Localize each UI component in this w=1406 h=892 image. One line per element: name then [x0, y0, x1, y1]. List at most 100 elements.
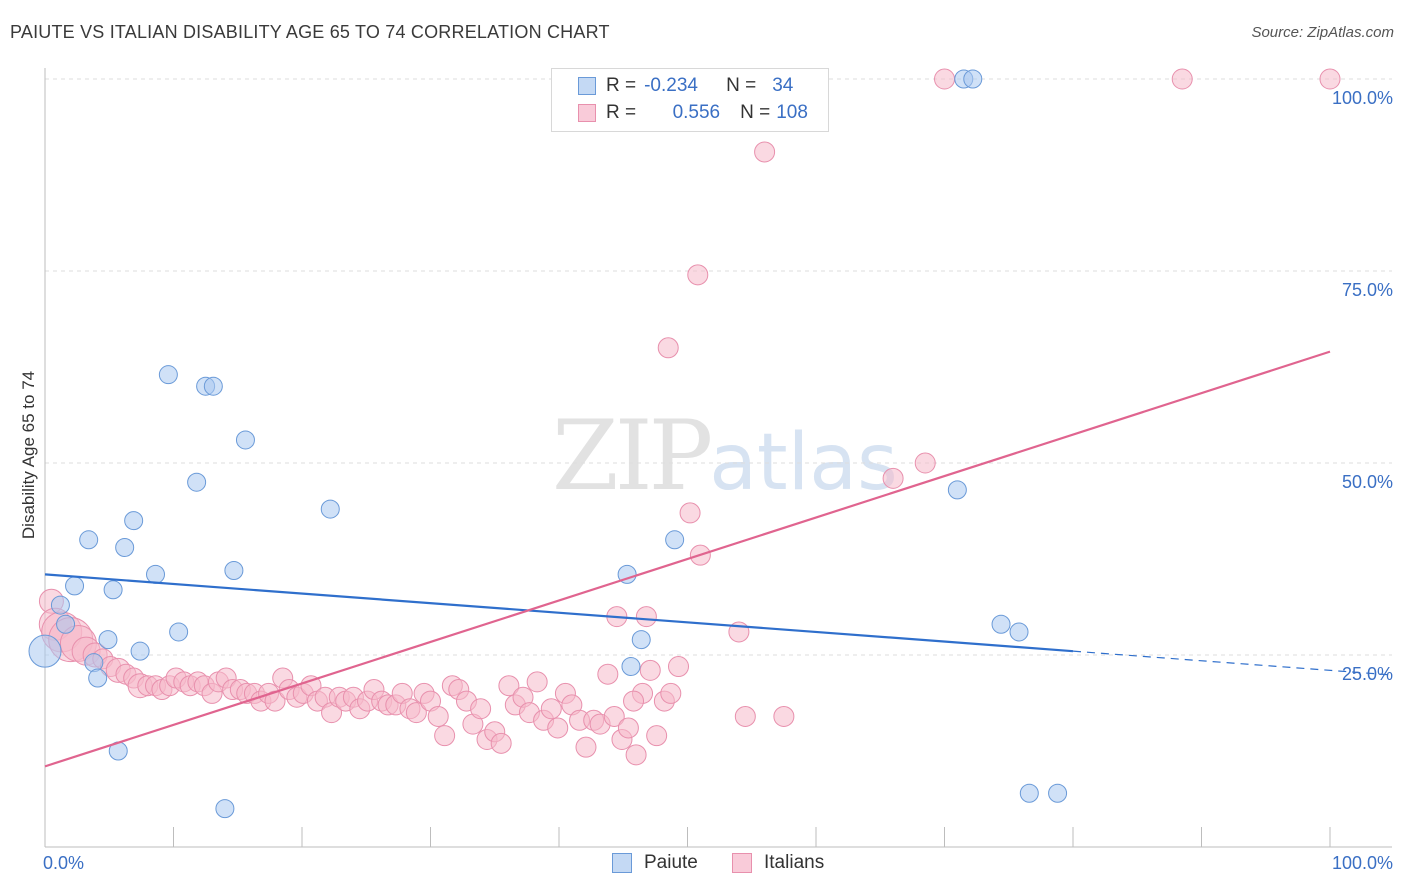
tick-labels: 25.0% 50.0% 75.0% 100.0% 0.0% 100.0%	[43, 88, 1393, 873]
italians-point-89	[679, 502, 701, 524]
italians-point-75	[575, 736, 597, 758]
axes	[44, 68, 1392, 848]
italians-point-100	[1171, 68, 1193, 90]
paiute-point-33	[1048, 783, 1068, 803]
italians-point-54	[427, 705, 449, 727]
italians-point-93	[734, 705, 756, 727]
italians-point-96	[773, 705, 795, 727]
x-tick-label-0: 0.0%	[43, 853, 84, 873]
legend-row-paiute: R = -0.234 N = 34	[578, 73, 793, 99]
italians-point-60	[470, 698, 492, 720]
paiute-point-20	[224, 561, 244, 581]
paiute-point-31	[1009, 622, 1029, 642]
legend-row-italians: R = 0.556 N = 108	[578, 100, 808, 126]
legend-r-label-2: R =	[606, 102, 637, 123]
paiute-point-24	[621, 657, 641, 677]
paiute-point-30	[991, 614, 1011, 634]
italians-point-70	[540, 698, 562, 720]
trend-lines	[44, 350, 1393, 768]
grid-lines	[45, 78, 1392, 656]
watermark-zip: ZIP	[552, 400, 713, 512]
paiute-point-28	[963, 69, 983, 89]
paiute-point-21	[235, 430, 255, 450]
paiute-trend-line	[44, 573, 1074, 653]
italians-point-98	[914, 452, 936, 474]
italians-points	[38, 68, 1341, 766]
bottom-paiute-label: Paiute	[644, 852, 698, 873]
legend-n-label-2: N =	[740, 102, 771, 123]
italians-point-103	[635, 606, 657, 628]
paiute-point-4	[79, 530, 99, 550]
paiute-point-32	[1019, 783, 1039, 803]
zipatlas-watermark: ZIPatlas	[552, 400, 898, 512]
paiute-point-1	[50, 595, 70, 615]
italians-point-68	[526, 671, 548, 693]
paiute-point-0	[28, 634, 62, 668]
paiute-point-8	[103, 580, 123, 600]
source-credit: Source: ZipAtlas.com	[1251, 24, 1394, 41]
bottom-italians-label: Italians	[764, 852, 825, 873]
italians-r-value: 0.556	[672, 102, 721, 123]
x-tick-label-100: 100.0%	[1332, 853, 1393, 873]
paiute-points	[28, 69, 1068, 819]
paiute-n-value: 34	[772, 75, 794, 96]
paiute-trend-extension	[1072, 650, 1393, 676]
italians-point-51	[405, 702, 427, 724]
paiute-r-value: -0.234	[644, 75, 698, 96]
italians-point-91	[657, 337, 679, 359]
italians-point-87	[660, 682, 682, 704]
italians-point-81	[617, 717, 639, 739]
italians-point-63	[490, 732, 512, 754]
chart-title: PAIUTE VS ITALIAN DISABILITY AGE 65 TO 7…	[10, 22, 610, 42]
italians-point-95	[754, 141, 776, 163]
italians-point-97	[882, 467, 904, 489]
italians-point-55	[434, 725, 456, 747]
bottom-legend-italians: Italians	[732, 852, 824, 874]
italians-point-64	[498, 675, 520, 697]
italians-point-78	[597, 663, 619, 685]
y-tick-label-100: 100.0%	[1332, 88, 1393, 108]
paiute-point-25	[631, 630, 651, 650]
italians-point-79	[603, 705, 625, 727]
bottom-paiute-swatch	[612, 853, 632, 873]
italians-point-99	[934, 68, 955, 90]
italians-trend-line	[44, 350, 1331, 768]
italians-point-92	[687, 264, 709, 286]
paiute-point-22	[320, 499, 340, 519]
italians-point-104	[623, 690, 645, 712]
italians-point-88	[668, 656, 690, 678]
paiute-point-15	[169, 622, 189, 642]
paiute-point-18	[203, 376, 223, 396]
y-tick-label-25: 25.0%	[1342, 664, 1393, 684]
italians-point-84	[639, 659, 661, 681]
paiute-point-2	[56, 614, 76, 634]
paiute-point-13	[146, 564, 166, 584]
watermark-atlas: atlas	[709, 418, 898, 508]
italians-point-101	[1319, 68, 1341, 90]
paiute-point-19	[215, 799, 235, 819]
paiute-swatch	[578, 77, 596, 95]
paiute-point-26	[665, 530, 685, 550]
paiute-point-6	[88, 668, 108, 688]
paiute-point-16	[187, 472, 207, 492]
paiute-point-10	[115, 537, 135, 557]
paiute-point-29	[947, 480, 967, 500]
paiute-point-3	[65, 576, 85, 596]
bottom-legend-paiute: Paiute	[612, 852, 698, 874]
italians-swatch	[578, 104, 596, 122]
y-axis-label: Disability Age 65 to 74	[19, 371, 38, 539]
y-tick-label-75: 75.0%	[1342, 280, 1393, 300]
paiute-point-11	[124, 511, 144, 531]
correlation-legend: R = -0.234 N = 34 R = 0.556 N = 108	[551, 68, 829, 132]
bottom-italians-swatch	[732, 853, 752, 873]
italians-point-85	[646, 725, 668, 747]
legend-r-label: R =	[606, 75, 637, 96]
italians-n-value: 108	[776, 102, 808, 123]
italians-point-82	[625, 744, 647, 766]
legend-n-label: N =	[726, 75, 757, 96]
paiute-point-12	[130, 641, 150, 661]
italians-point-71	[547, 717, 569, 739]
paiute-point-7	[98, 630, 118, 650]
y-tick-label-50: 50.0%	[1342, 472, 1393, 492]
